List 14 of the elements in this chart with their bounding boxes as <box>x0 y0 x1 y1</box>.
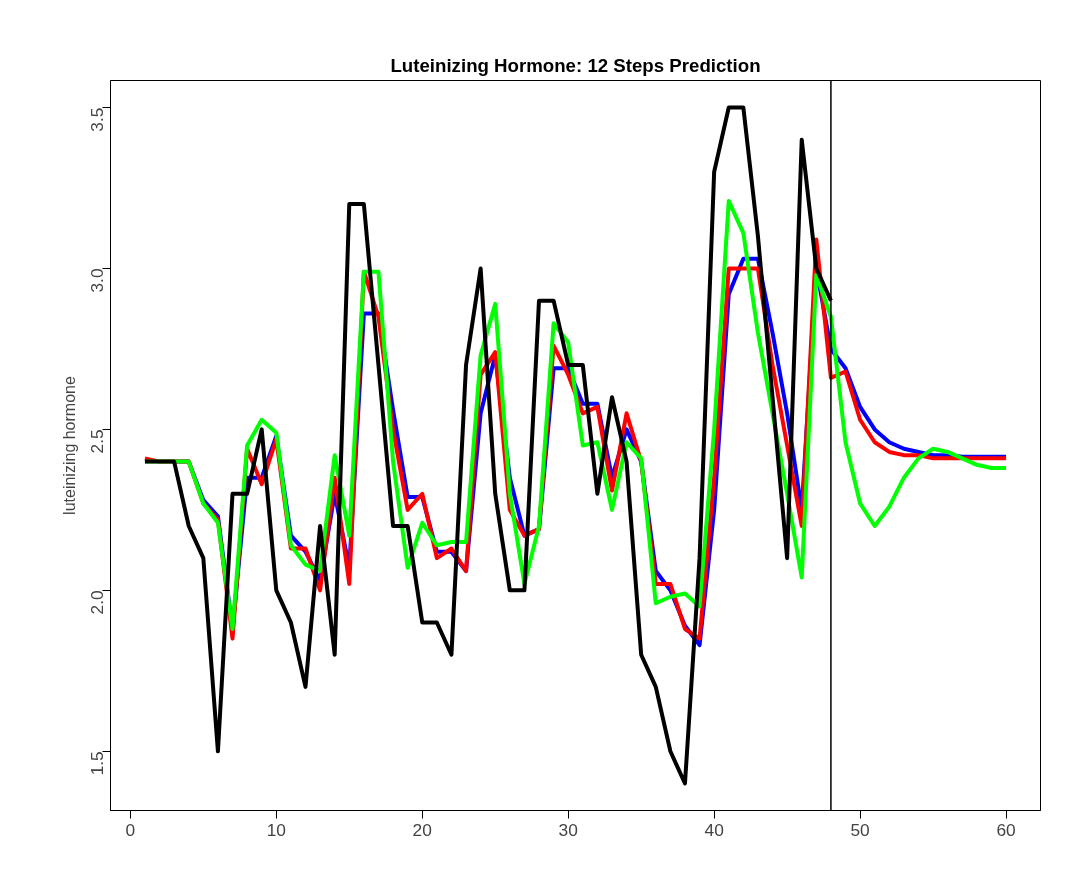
x-tick-label: 30 <box>558 819 578 840</box>
x-tick-label: 60 <box>996 819 1016 840</box>
chart-title: Luteinizing Hormone: 12 Steps Prediction <box>390 54 761 76</box>
x-tick-label: 40 <box>704 819 724 840</box>
x-tick-label: 20 <box>412 819 432 840</box>
x-tick-label: 50 <box>850 819 870 840</box>
y-tick-label: 2.5 <box>87 429 108 454</box>
y-axis-title: luteinizing hormone <box>60 376 78 515</box>
y-tick-label: 3.0 <box>87 268 108 293</box>
y-tick-label: 2.0 <box>87 590 108 615</box>
y-tick-label: 1.5 <box>87 751 108 776</box>
x-tick-label: 10 <box>266 819 286 840</box>
y-tick-label: 3.5 <box>87 107 108 132</box>
x-tick-label: 0 <box>125 819 136 840</box>
